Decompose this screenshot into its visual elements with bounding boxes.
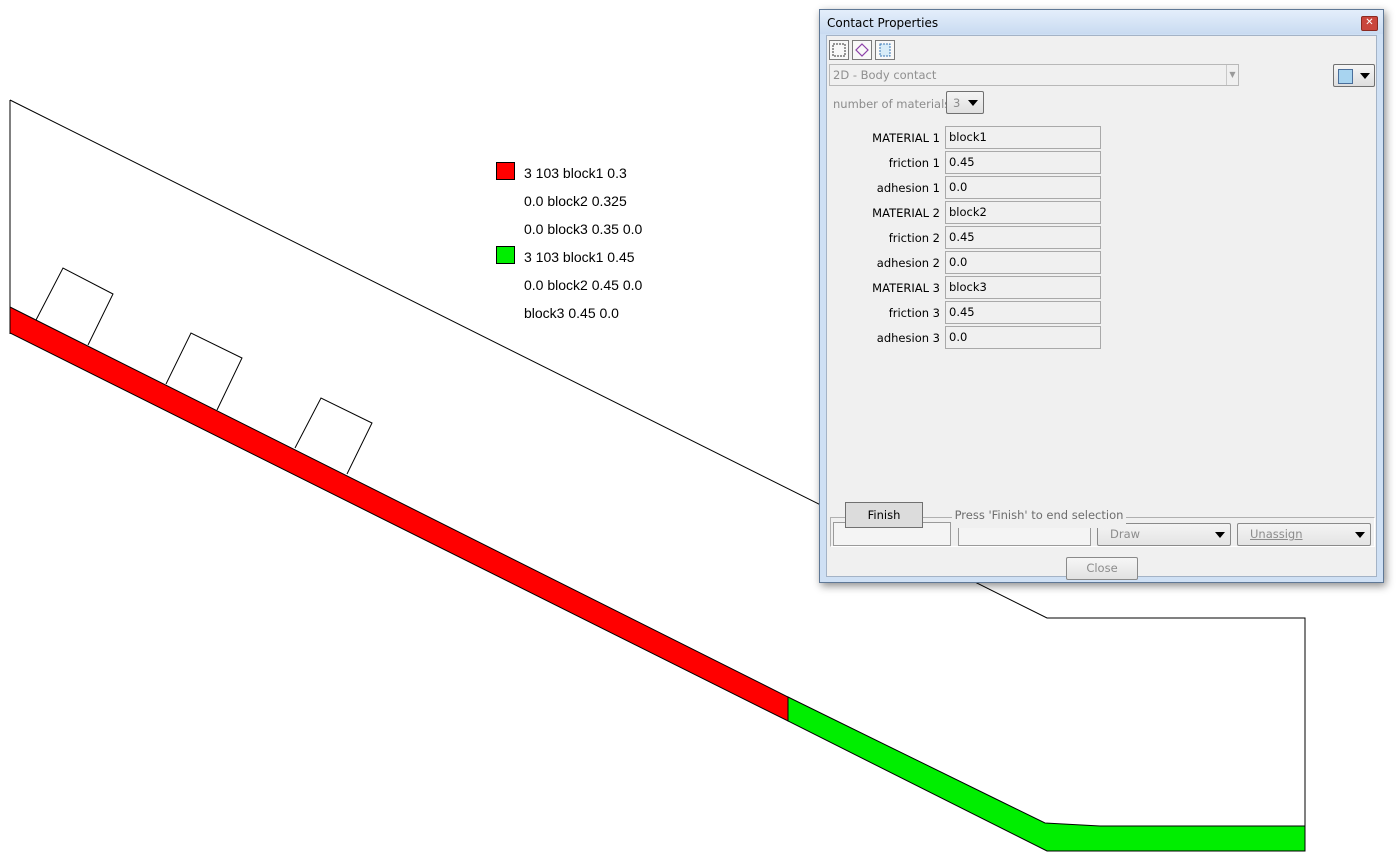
finish-hint-text: Press 'Finish' to end selection [952,502,1126,528]
chevron-down-icon [1360,73,1370,79]
block-1[interactable] [35,267,114,346]
legend-swatch-green [496,246,515,264]
num-materials-value: 3 [953,96,961,110]
legend-text: 3 103 block1 0.45 [524,249,635,265]
unassign-dropdown[interactable]: Unassign [1237,523,1371,546]
polygon-select-icon [855,43,869,57]
polygon-select-button[interactable] [852,40,872,60]
property-label: MATERIAL 1 [872,131,940,145]
friction-2-input[interactable]: 0.45 [945,226,1101,249]
adhesion-2-input[interactable]: 0.0 [945,251,1101,274]
dialog-titlebar[interactable]: Contact Properties ✕ [820,10,1383,34]
draw-label: Draw [1110,527,1141,541]
chevron-down-icon [968,100,978,106]
legend-text: 0.0 block2 0.45 0.0 [524,277,643,293]
num-materials-label: number of materials: [833,97,955,111]
legend-swatch-red [496,162,515,180]
rectangle-select-button[interactable] [829,40,849,60]
material-2-input[interactable]: block2 [945,201,1101,224]
color-picker-button[interactable] [1333,64,1375,87]
adhesion-1-input[interactable]: 0.0 [945,176,1101,199]
friction-1-input[interactable]: 0.45 [945,151,1101,174]
unassign-label: Unassign [1250,527,1303,541]
color-swatch-icon [1338,69,1353,84]
draw-dropdown[interactable]: Draw [1097,523,1231,546]
num-materials-select[interactable]: 3 [946,91,984,114]
contact-band-green[interactable] [787,696,1306,852]
property-label: friction 2 [888,231,940,245]
property-label: adhesion 2 [876,256,940,270]
grid-select-button[interactable] [875,40,895,60]
rectangle-select-icon [832,43,846,57]
property-label: MATERIAL 3 [872,281,940,295]
chevron-down-icon: ▼ [1226,65,1238,85]
block-3[interactable] [294,397,373,475]
slope-outline [9,99,1306,826]
block-2[interactable] [165,332,243,411]
chevron-down-icon [1215,532,1225,538]
legend-text: block3 0.45 0.0 [524,305,619,321]
dialog-client: 2D - Body contact ▼ number of materials:… [826,35,1377,580]
finish-button[interactable]: Finish [845,502,923,528]
contact-type-combo[interactable]: 2D - Body contact ▼ [829,64,1239,86]
property-label: MATERIAL 2 [872,206,940,220]
dialog-title: Contact Properties [827,16,939,30]
chevron-down-icon [1355,532,1365,538]
legend-text: 3 103 block1 0.3 [524,165,627,181]
property-label: adhesion 1 [876,181,940,195]
property-label: friction 3 [888,306,940,320]
adhesion-3-input[interactable]: 0.0 [945,326,1101,349]
material-3-input[interactable]: block3 [945,276,1101,299]
close-button[interactable]: Close [1066,557,1138,580]
contact-type-value: 2D - Body contact [833,68,937,82]
contact-properties-dialog: Contact Properties ✕ 2D - Body contact ▼… [819,9,1384,583]
property-label: adhesion 3 [876,331,940,345]
friction-3-input[interactable]: 0.45 [945,301,1101,324]
material-1-input[interactable]: block1 [945,126,1101,149]
legend-text: 0.0 block3 0.35 0.0 [524,221,643,237]
grid-select-icon [879,43,891,57]
legend-text: 0.0 block2 0.325 [524,193,627,209]
close-window-icon[interactable]: ✕ [1361,16,1378,31]
property-label: friction 1 [888,156,940,170]
contact-band-red[interactable] [9,306,789,722]
